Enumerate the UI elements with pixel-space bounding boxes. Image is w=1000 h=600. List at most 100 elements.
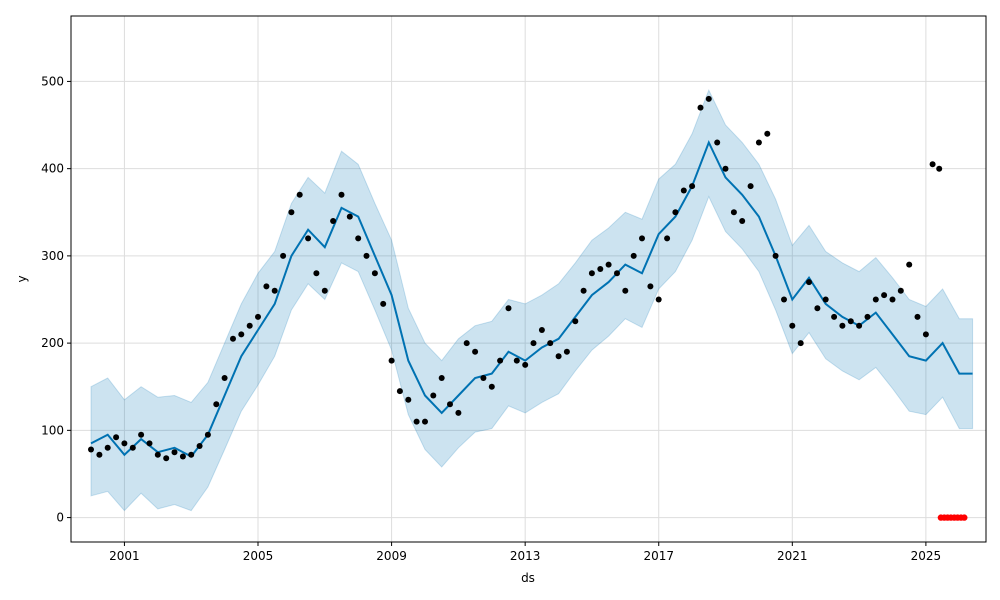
observed-point <box>179 453 186 460</box>
observed-point <box>522 361 529 368</box>
observed-point <box>764 130 771 137</box>
horizontal-gridlines <box>71 80 986 519</box>
observed-point <box>797 340 804 347</box>
y-tick-label: 300 <box>41 249 64 263</box>
observed-point <box>530 340 537 347</box>
observed-point <box>872 296 879 303</box>
observed-point <box>755 139 762 146</box>
observed-point <box>922 331 929 338</box>
future-point <box>961 514 968 521</box>
observed-point <box>88 446 94 453</box>
observed-point <box>722 165 729 172</box>
x-tick-label: 2021 <box>777 549 808 563</box>
observed-point <box>730 209 737 216</box>
observed-point <box>697 104 704 111</box>
observed-point <box>121 440 128 447</box>
observed-point <box>580 287 587 294</box>
observed-point <box>839 322 846 329</box>
observed-point <box>305 235 312 242</box>
observed-point <box>680 187 687 194</box>
observed-point <box>338 191 345 198</box>
observed-point <box>204 431 211 438</box>
observed-point <box>463 340 470 347</box>
observed-point <box>196 443 203 449</box>
observed-point <box>814 305 821 312</box>
observed-point <box>847 318 854 325</box>
observed-point <box>96 451 103 458</box>
observed-point <box>664 235 671 242</box>
x-tick-label: 2009 <box>376 549 407 563</box>
observed-point <box>739 218 746 224</box>
observed-point <box>188 451 195 458</box>
observed-point <box>363 252 370 259</box>
observed-point <box>881 292 888 299</box>
observed-point <box>655 296 662 303</box>
observed-point <box>614 270 620 277</box>
observed-point <box>129 444 136 451</box>
observed-point <box>572 318 579 325</box>
observed-point <box>936 165 943 172</box>
observed-point <box>597 266 604 272</box>
observed-point <box>480 375 487 381</box>
observed-points <box>88 95 943 462</box>
y-tick-label: 100 <box>41 423 64 437</box>
observed-point <box>497 357 504 364</box>
observed-point <box>789 322 796 329</box>
observed-point <box>422 418 428 425</box>
observed-point <box>630 252 637 259</box>
y-tick-label: 0 <box>56 511 64 525</box>
observed-point <box>831 313 838 320</box>
observed-point <box>405 396 412 403</box>
x-tick-label: 2025 <box>911 549 942 563</box>
observed-point <box>705 95 712 102</box>
observed-point <box>171 449 178 456</box>
observed-point <box>346 213 353 220</box>
x-axis-ticks: 2001 2005 2009 2013 2017 2021 2025 <box>109 542 941 563</box>
observed-point <box>538 327 545 333</box>
observed-point <box>296 191 303 198</box>
observed-point <box>672 209 679 216</box>
observed-point <box>380 300 387 307</box>
observed-point <box>781 296 787 303</box>
x-tick-label: 2013 <box>510 549 541 563</box>
observed-point <box>447 401 453 408</box>
observed-point <box>513 357 520 364</box>
observed-point <box>689 183 696 190</box>
future-points <box>937 514 968 521</box>
observed-point <box>856 322 863 329</box>
observed-point <box>747 183 754 190</box>
observed-point <box>772 252 779 259</box>
observed-point <box>280 252 287 259</box>
observed-point <box>313 270 320 277</box>
observed-point <box>255 313 261 320</box>
plot-background <box>71 16 986 542</box>
observed-point <box>929 161 936 168</box>
observed-point <box>897 287 904 294</box>
observed-point <box>221 375 228 381</box>
forecast-line <box>90 139 973 458</box>
observed-point <box>413 418 420 425</box>
observed-point <box>806 279 812 286</box>
observed-point <box>163 455 170 462</box>
observed-point <box>639 235 645 242</box>
y-tick-label: 400 <box>41 162 64 176</box>
observed-point <box>246 322 253 329</box>
observed-point <box>146 440 153 447</box>
observed-point <box>138 431 145 438</box>
observed-point <box>438 375 445 381</box>
observed-point <box>388 357 395 364</box>
observed-point <box>238 331 245 338</box>
y-axis-ticks: 0 100 200 300 400 500 <box>41 74 71 525</box>
observed-point <box>622 287 629 294</box>
uncertainty-interval-band <box>90 88 974 512</box>
observed-point <box>563 348 570 355</box>
observed-point <box>371 270 378 277</box>
observed-point <box>455 409 462 416</box>
x-tick-label: 2005 <box>243 549 274 563</box>
observed-point <box>864 313 871 320</box>
observed-point <box>505 305 512 312</box>
x-tick-label: 2017 <box>643 549 674 563</box>
observed-point <box>547 340 554 347</box>
observed-point <box>271 287 278 294</box>
